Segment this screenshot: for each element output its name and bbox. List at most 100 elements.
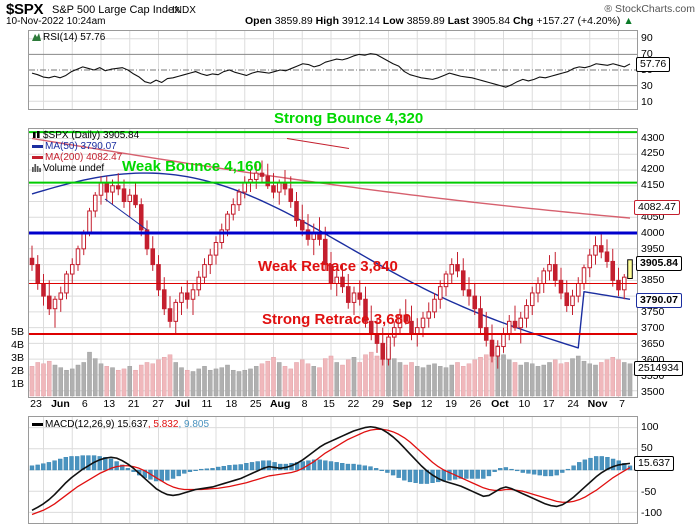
ma200-value-badge: 4082.47 xyxy=(634,199,680,215)
volume-axis-tick-5B: 5B xyxy=(11,326,24,339)
chart-header: $SPX S&P 500 Large Cap Index INDX ® Stoc… xyxy=(0,0,700,28)
ma200-swatch-icon xyxy=(32,155,43,159)
date-tick-13: 13 xyxy=(103,398,116,410)
date-tick-jul: Jul xyxy=(174,398,191,410)
date-tick-17: 17 xyxy=(542,398,555,410)
price-legend-ma50: MA(50) 3790.07 xyxy=(45,141,117,152)
price-legend-volume-row: Volume undef xyxy=(32,163,139,174)
date-tick-12: 12 xyxy=(420,398,433,410)
macd-axis-tick-50: 50 xyxy=(641,442,653,455)
high-value: 3912.14 xyxy=(341,15,380,27)
date-tick-10: 10 xyxy=(518,398,531,410)
macd-legend-v3: 9.805 xyxy=(184,419,210,430)
date-axis: 23 Jun 6 13 21 27 Jul 11 18 25 Aug 8 15 22 29 Sep 12 19 26… xyxy=(28,398,638,414)
symbol-type: INDX xyxy=(172,5,196,16)
volume-axis-tick-3B: 3B xyxy=(11,352,24,365)
date-tick-11: 11 xyxy=(201,398,213,410)
ohlc-quote-bar: Open 3859.89 High 3912.14 Low 3859.89 La… xyxy=(245,15,634,27)
date-tick-26: 26 xyxy=(469,398,482,410)
price-axis-tick-4250: 4250 xyxy=(641,147,665,160)
last-value: 3905.84 xyxy=(472,15,511,27)
price-axis-tick-3850: 3850 xyxy=(641,274,665,287)
rsi-axis-tick-90: 90 xyxy=(641,32,653,44)
rsi-mountain-icon xyxy=(32,32,41,41)
annotation-strong-bounce: Strong Bounce 4,320 xyxy=(274,110,424,127)
price-legend-ma200-row: MA(200) 4082.47 xyxy=(32,152,139,163)
macd-legend-v1: 15.637 xyxy=(117,419,148,430)
macd-axis-tick-100: 100 xyxy=(641,420,659,433)
price-axis-tick-3500: 3500 xyxy=(641,385,665,398)
date-tick-jun: Jun xyxy=(51,398,70,410)
stockcharts-watermark: ® StockCharts.com xyxy=(604,3,695,15)
macd-legend-name: MACD(12,26,9) xyxy=(45,419,115,430)
date-tick-nov: Nov xyxy=(587,398,608,410)
date-tick-aug: Aug xyxy=(269,398,291,410)
price-legend-ma200: MA(200) 4082.47 xyxy=(45,152,123,163)
price-axis-tick-3950: 3950 xyxy=(641,242,665,255)
date-tick-18: 18 xyxy=(225,398,238,410)
rsi-value-badge: 57.76 xyxy=(636,56,671,72)
annotation-weak-retrace: Weak Retrace 3,840 xyxy=(258,258,398,275)
ma50-swatch-icon xyxy=(32,144,43,148)
low-value: 3859.89 xyxy=(406,15,445,27)
annotation-weak-bounce: Weak Bounce 4,160 xyxy=(122,158,262,175)
price-axis-tick-4200: 4200 xyxy=(641,163,665,176)
rsi-legend-text: RSI(14) 57.76 xyxy=(43,32,106,43)
date-tick-oct: Oct xyxy=(491,398,509,410)
date-tick-7: 7 xyxy=(619,398,625,410)
volume-axis-tick-2B: 2B xyxy=(11,365,24,378)
rsi-panel xyxy=(28,30,638,110)
date-tick-21: 21 xyxy=(127,398,140,410)
date-tick-23: 23 xyxy=(30,398,42,410)
volume-axis-tick-4B: 4B xyxy=(11,339,24,352)
macd-legend-v2: 5.832 xyxy=(153,419,179,430)
price-value-badge: 3905.84 xyxy=(636,255,682,271)
price-axis-tick-4150: 4150 xyxy=(641,179,665,192)
volume-bars-icon xyxy=(32,163,41,172)
ma50-value-badge: 3790.07 xyxy=(636,292,682,308)
change-value: +157.27 (+4.20%) xyxy=(536,15,621,27)
date-tick-24: 24 xyxy=(567,398,579,410)
last-label: Last xyxy=(447,15,470,27)
rsi-legend: RSI(14) 57.76 xyxy=(32,32,105,43)
annotation-strong-retrace: Strong Retrace 3,680 xyxy=(262,311,412,328)
symbol-name: S&P 500 Large Cap Index xyxy=(52,4,180,16)
high-label: High xyxy=(315,15,339,27)
price-axis-tick-3650: 3650 xyxy=(641,338,665,350)
rsi-axis-tick-10: 10 xyxy=(641,96,653,108)
rsi-axis-tick-70: 70 xyxy=(641,48,653,60)
price-legend-main-row: $SPX (Daily) 3905.84 xyxy=(32,130,139,141)
date-tick-27: 27 xyxy=(152,398,164,410)
open-value: 3859.89 xyxy=(274,15,313,27)
price-panel xyxy=(28,128,638,398)
date-tick-15: 15 xyxy=(323,398,335,410)
macd-swatch-icon xyxy=(32,422,43,426)
date-tick-sep: Sep xyxy=(392,398,412,410)
price-legend-main: $SPX (Daily) 3905.84 xyxy=(43,130,140,141)
date-tick-8: 8 xyxy=(301,398,308,410)
date-tick-6: 6 xyxy=(81,398,88,410)
change-label: Chg xyxy=(513,15,534,27)
macd-panel xyxy=(28,416,638,524)
price-axis-tick-3700: 3700 xyxy=(641,322,665,335)
price-legend-ma50-row: MA(50) 3790.07 xyxy=(32,141,139,152)
open-label: Open xyxy=(245,15,272,27)
price-axis-tick-4000: 4000 xyxy=(641,226,665,239)
price-axis-tick-4300: 4300 xyxy=(641,131,665,144)
date-tick-19: 19 xyxy=(445,398,457,410)
up-arrow-icon: ▲ xyxy=(623,15,634,27)
macd-legend: MACD(12,26,9) 15.637, 5.832, 9.805 xyxy=(32,419,209,430)
macd-value-badge: 15.637 xyxy=(634,456,675,472)
quote-timestamp: 10-Nov-2022 10:24am xyxy=(6,16,106,27)
date-tick-29: 29 xyxy=(371,398,384,410)
macd-axis-tick-neg100: -100 xyxy=(641,507,663,520)
rsi-axis-tick-30: 30 xyxy=(641,80,653,92)
volume-value-badge: 2514934 xyxy=(634,361,683,377)
price-legend: $SPX (Daily) 3905.84 MA(50) 3790.07 MA(2… xyxy=(32,130,139,174)
date-tick-22: 22 xyxy=(347,398,360,410)
candlestick-icon xyxy=(32,130,41,139)
date-tick-25: 25 xyxy=(249,398,262,410)
price-axis-tick-3750: 3750 xyxy=(641,306,665,319)
low-label: Low xyxy=(382,15,404,27)
macd-axis-tick-neg50: -50 xyxy=(641,485,657,498)
